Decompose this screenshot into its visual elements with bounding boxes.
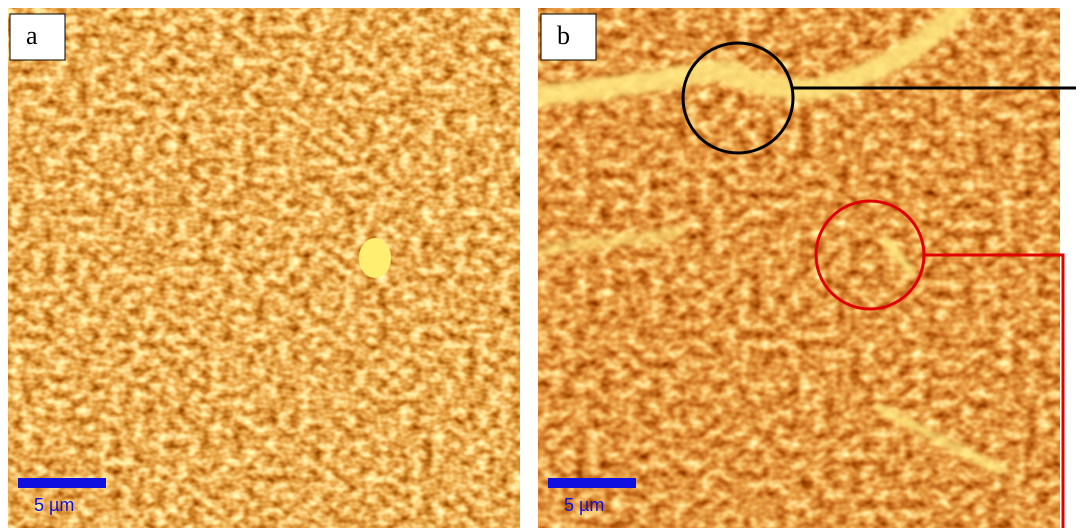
scale-text: 5 µm (34, 495, 74, 515)
scale-text: 5 µm (564, 495, 604, 515)
map-a (8, 8, 520, 528)
streaks (538, 8, 1005, 475)
bright-spot (359, 238, 391, 278)
label-box (9, 13, 66, 61)
panel-label: b (557, 21, 570, 50)
callout-circle (681, 41, 795, 155)
scale-bar (18, 478, 106, 488)
panel-label: a (26, 21, 38, 50)
label-box (540, 13, 597, 61)
scale-bar (548, 478, 636, 488)
callout-line (924, 253, 1065, 528)
